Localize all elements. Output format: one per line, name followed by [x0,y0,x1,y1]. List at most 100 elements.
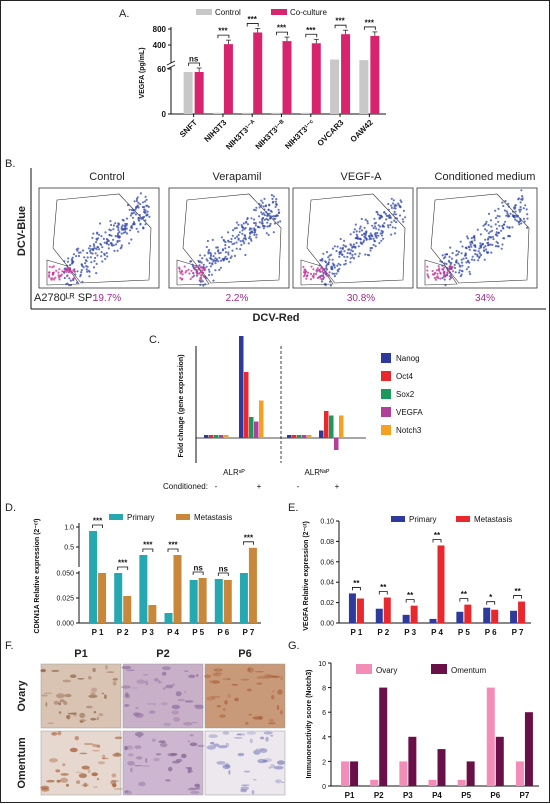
flow-event-dot [69,279,72,282]
flow-event-dot [376,213,380,216]
histology-texture [106,671,115,673]
flow-sp-dot [57,271,60,274]
bar-metastasis [248,547,257,623]
flow-event-dot [446,267,449,270]
flow-event-dot [327,256,330,259]
bar-ovary [515,761,524,786]
flow-event-dot [110,223,113,227]
flow-event-dot [361,242,364,245]
flow-event-dot [242,226,245,229]
bar-primary [164,613,173,623]
flow-sp-dot [316,269,319,272]
flow-event-dot [125,217,129,220]
y-axis-label: Fold chnage (gene expression) [178,354,185,457]
histology-texture [263,758,272,763]
flow-event-dot [204,283,207,286]
histology-texture [124,790,133,795]
flow-event-dot [470,240,473,243]
flow-event-dot [253,228,256,231]
flow-event-dot [496,245,499,248]
histology-texture [216,705,222,708]
histology-texture [113,788,124,790]
sig-bracket [167,548,179,552]
flow-event-dot [222,258,225,262]
flow-event-dot [248,237,251,240]
flow-event-dot [93,247,96,250]
flow-event-dot [207,252,210,255]
histology-texture [79,712,86,719]
flow-event-dot [484,238,487,241]
bar-sox2 [297,435,302,438]
flow-event-dot [377,224,380,227]
flow-event-dot [205,258,208,261]
flow-event-dot [214,252,217,255]
y-tick-label: 0.10 [320,519,334,526]
flow-event-dot [132,222,135,226]
y-tick-label: 0 [322,784,326,791]
flow-plot: Verapamil 2.2% [168,171,290,304]
flow-sp-dot [303,271,306,274]
flow-event-dot [231,234,234,237]
legend-swatch [381,353,391,363]
histology-texture [280,675,283,681]
flow-event-dot [92,266,96,269]
flow-event-dot [469,272,472,276]
flow-sp-dot [178,267,181,271]
bar-coculture [370,35,380,115]
flow-event-dot [84,262,87,265]
legend-label-omentum: Omentum [451,666,486,675]
flow-sp-dot [70,271,73,274]
flow-sp-dot [320,267,323,270]
histology-texture [92,667,96,673]
flow-event-dot [227,240,231,243]
flow-event-dot [97,246,100,249]
histology-texture [77,678,85,680]
flow-sp-dot [438,267,441,270]
flow-event-dot [465,247,468,250]
histology-texture [105,664,108,670]
x-tick-label: NIH3T3 [202,118,228,144]
significance-label: *** [218,27,228,36]
flow-event-dot [362,241,365,244]
flow-event-dot [341,246,345,249]
flow-event-dot [393,210,396,213]
flow-sp-dot [65,270,68,273]
flow-event-dot [268,203,271,206]
histology-texture [245,721,249,725]
flow-event-dot [263,214,266,217]
histology-texture [148,710,156,714]
flow-sp-dot [187,268,190,271]
flow-event-dot [76,270,79,273]
flow-sp-dot [446,269,449,272]
bar-coculture [194,72,204,114]
sig-bracket [188,62,201,66]
flow-event-dot [77,251,81,254]
significance-label: *** [143,541,153,550]
histology-texture [177,698,185,702]
flow-event-dot [207,250,210,253]
flow-event-dot [377,228,380,231]
flow-sp-dot [55,269,58,272]
sig-bracket [243,541,254,545]
flow-event-dot [224,244,227,247]
histology-texture [90,717,97,721]
histology-texture [51,732,58,736]
flow-sp-dot [437,265,440,268]
flow-event-dot [108,234,111,237]
flow-event-dot [233,242,236,245]
y-tick-label: 0.04 [320,580,334,587]
flow-event-dot [520,189,523,192]
significance-label: ** [380,583,387,592]
histology-texture [51,669,60,672]
flow-event-dot [216,246,219,249]
flow-sp-dot [441,268,444,271]
histology-texture [173,716,181,722]
flow-event-dot [324,282,327,285]
flow-event-dot [199,280,202,283]
bar-metastasis [198,578,207,623]
histology-column-label: P6 [238,648,251,660]
flow-sp-dot [180,278,183,281]
flow-event-dot [63,260,66,263]
flow-event-dot [494,223,497,226]
flow-event-dot [330,253,333,256]
